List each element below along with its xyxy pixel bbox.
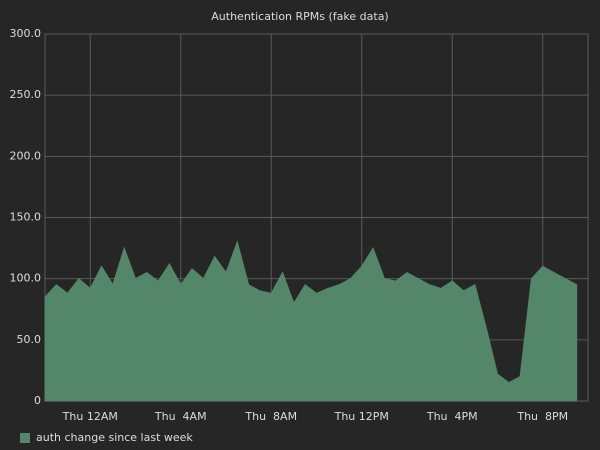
- legend-label: auth change since last week: [36, 431, 193, 444]
- y-tick-label: 150.0: [10, 211, 42, 224]
- x-tick-label: Thu 8AM: [244, 410, 297, 423]
- y-tick-label: 200.0: [10, 149, 42, 162]
- x-tick-label: Thu 8PM: [516, 410, 568, 423]
- y-tick-label: 100.0: [10, 272, 42, 285]
- y-tick-label: 50.0: [17, 333, 42, 346]
- x-tick-label: Thu 4AM: [154, 410, 207, 423]
- y-tick-label: 250.0: [10, 88, 42, 101]
- x-tick-label: Thu 12PM: [334, 410, 389, 423]
- x-tick-label: Thu 4PM: [426, 410, 478, 423]
- y-tick-label: 0: [34, 394, 41, 407]
- chart-title: Authentication RPMs (fake data): [211, 10, 388, 23]
- legend-swatch: [20, 433, 30, 443]
- y-tick-label: 300.0: [10, 27, 42, 40]
- area: [44, 240, 578, 402]
- x-tick-label: Thu 12AM: [62, 410, 118, 423]
